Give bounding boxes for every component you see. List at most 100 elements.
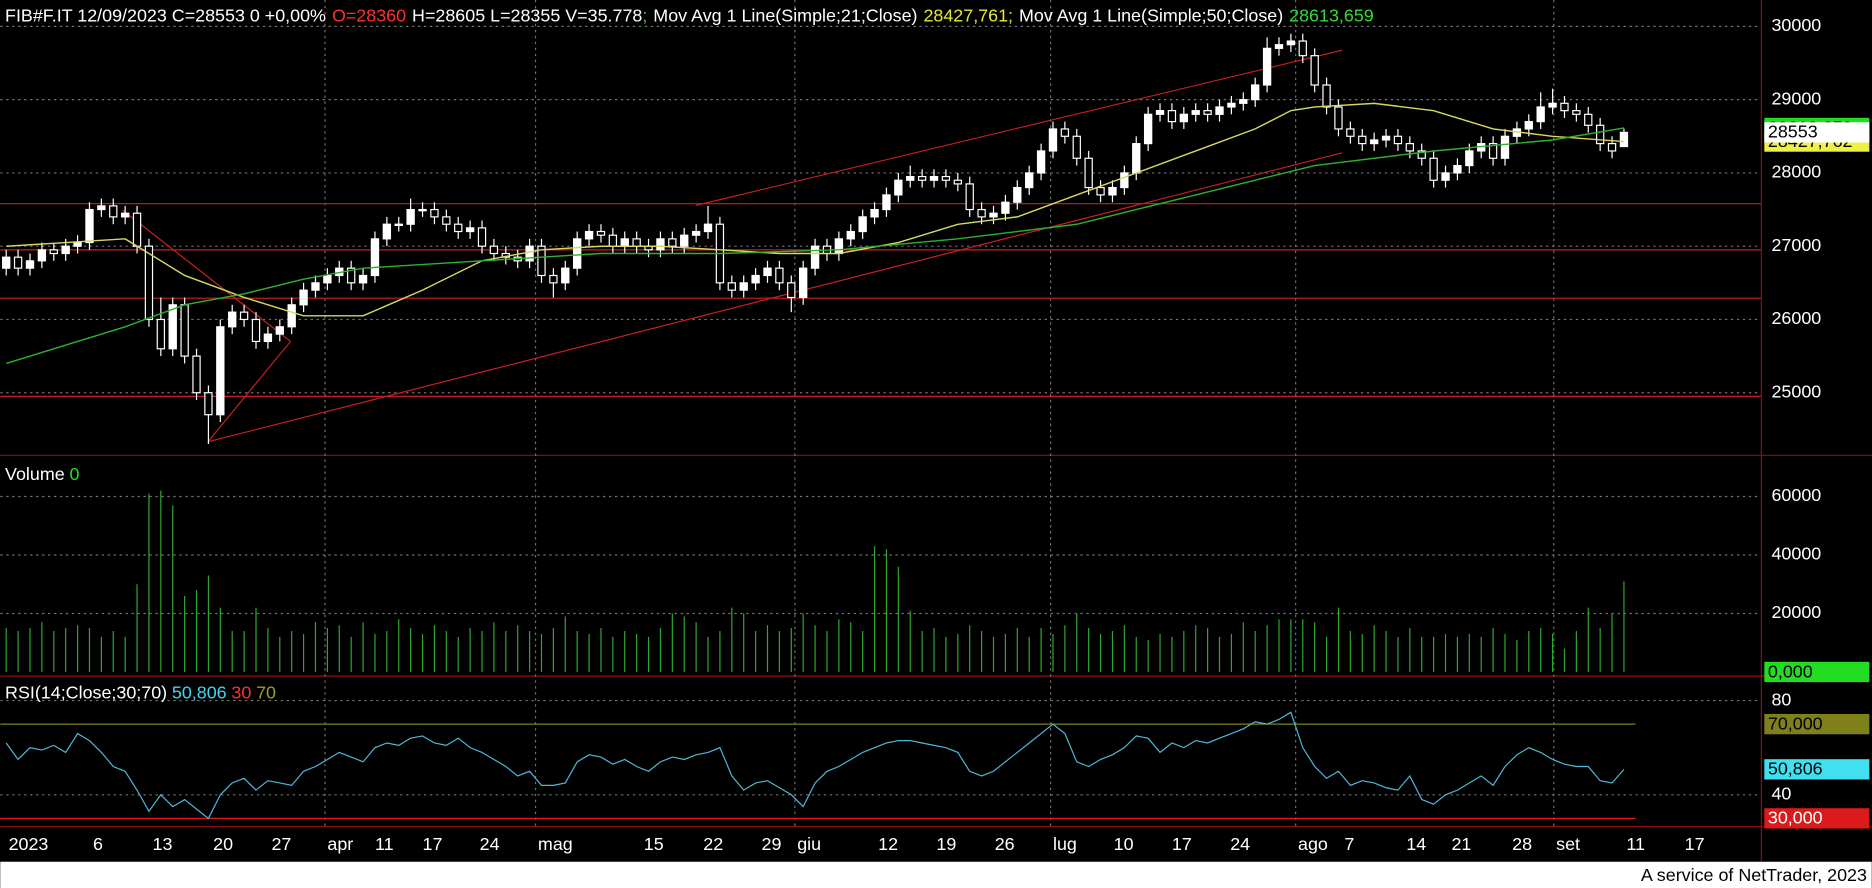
candle-body — [120, 212, 130, 218]
value-box — [1764, 661, 1870, 683]
candle-body — [870, 208, 879, 218]
legend-part: 0 — [69, 464, 79, 484]
candle-body — [382, 223, 392, 240]
candle-body — [61, 245, 70, 255]
candle-body — [834, 238, 844, 255]
candle-body — [787, 282, 796, 299]
candle-body — [989, 212, 998, 218]
candle-body — [1441, 172, 1450, 181]
candle-body — [1084, 157, 1093, 189]
x-tick-label: 14 — [1406, 834, 1426, 854]
header-part: ; — [642, 5, 647, 25]
candle-body — [358, 274, 368, 284]
candle-body — [1013, 186, 1022, 203]
candle-body — [703, 223, 713, 233]
x-tick-label: 28 — [1512, 834, 1532, 854]
candle-body — [906, 175, 915, 181]
candle-body — [977, 208, 986, 218]
candle-body — [263, 333, 273, 343]
candle-body — [1619, 131, 1629, 148]
y-tick-label: 80 — [1771, 689, 1791, 709]
candle-body — [561, 267, 570, 284]
x-tick-label: 26 — [995, 834, 1015, 854]
candle-body — [1191, 110, 1200, 115]
candle-body — [1346, 128, 1355, 137]
candle-body — [204, 392, 213, 416]
x-tick-label: lug — [1053, 834, 1077, 854]
candle-body — [1560, 102, 1569, 112]
panel-legend: Volume 0 — [5, 464, 79, 484]
candle-body — [751, 274, 760, 284]
candle-body — [632, 238, 641, 247]
candle-body — [1548, 102, 1557, 108]
y-tick-label: 40 — [1771, 784, 1791, 804]
candle-body — [323, 274, 332, 284]
header-part: O=28360 — [332, 5, 406, 25]
candle-body — [656, 238, 665, 251]
candle-body — [1108, 186, 1117, 196]
value-box-label: 30,000 — [1768, 808, 1823, 828]
candle-body — [97, 205, 106, 211]
x-tick-label: 17 — [1685, 834, 1705, 854]
trend-line — [207, 152, 1343, 443]
candle-body — [418, 208, 427, 212]
candle-body — [680, 234, 689, 247]
candle-body — [454, 223, 463, 233]
y-tick-label: 30000 — [1771, 15, 1821, 35]
x-tick-label: 24 — [480, 834, 500, 854]
x-tick-label: 19 — [936, 834, 956, 854]
candle-body — [1298, 40, 1307, 57]
candle-body — [858, 216, 867, 233]
candle-body — [85, 208, 94, 244]
candle-body — [156, 318, 166, 350]
value-box — [1764, 759, 1870, 780]
x-tick-label: 22 — [703, 834, 723, 854]
candle-body — [1001, 201, 1010, 214]
candle-body — [1286, 40, 1296, 46]
candle-body — [1060, 128, 1070, 137]
candle-body — [596, 230, 606, 236]
candle-body — [228, 311, 237, 328]
y-tick-label: 29000 — [1771, 88, 1821, 108]
x-tick-label: 17 — [423, 834, 443, 854]
candle-body — [584, 230, 594, 240]
candle-body — [929, 175, 939, 181]
candle-body — [1393, 135, 1403, 145]
candle-body — [25, 260, 35, 269]
candle-body — [1322, 84, 1331, 108]
candle-body — [1500, 135, 1510, 159]
candle-body — [311, 282, 320, 291]
x-tick-label: 7 — [1344, 834, 1354, 854]
value-box-label: 28553 — [1768, 122, 1818, 142]
candle-body — [275, 326, 284, 335]
panel-legend: RSI(14;Close;30;70) 50,806 30 70 — [5, 682, 276, 702]
candle-body — [287, 304, 296, 328]
candle-body — [216, 326, 225, 416]
x-tick-label: giu — [797, 834, 821, 854]
header-part: H=28605 L=28355 V=35.778 — [412, 5, 642, 25]
value-box-label: 0,000 — [1768, 661, 1813, 681]
candle-body — [1417, 150, 1426, 159]
candle-body — [489, 245, 499, 255]
candle-body — [1572, 110, 1581, 115]
legend-part: 30 — [231, 682, 251, 702]
value-box-label: 50,806 — [1768, 759, 1823, 779]
x-tick-label: 6 — [93, 834, 103, 854]
candle-body — [168, 304, 177, 350]
x-tick-label: 20 — [213, 834, 233, 854]
candle-body — [799, 267, 808, 299]
candle-body — [941, 175, 951, 181]
y-tick-label: 40000 — [1771, 544, 1821, 564]
rsi-line — [5, 711, 1625, 820]
candle-body — [1025, 172, 1034, 189]
candle-body — [810, 245, 820, 269]
candle-body — [549, 274, 558, 284]
candle-body — [192, 355, 201, 394]
candle-body — [882, 194, 891, 211]
x-tick-label: mag — [538, 834, 573, 854]
trend-line — [122, 209, 291, 342]
value-box — [1764, 713, 1870, 735]
moving-average — [6, 102, 1625, 317]
candle-body — [537, 245, 546, 277]
x-tick-label: apr — [327, 834, 353, 854]
